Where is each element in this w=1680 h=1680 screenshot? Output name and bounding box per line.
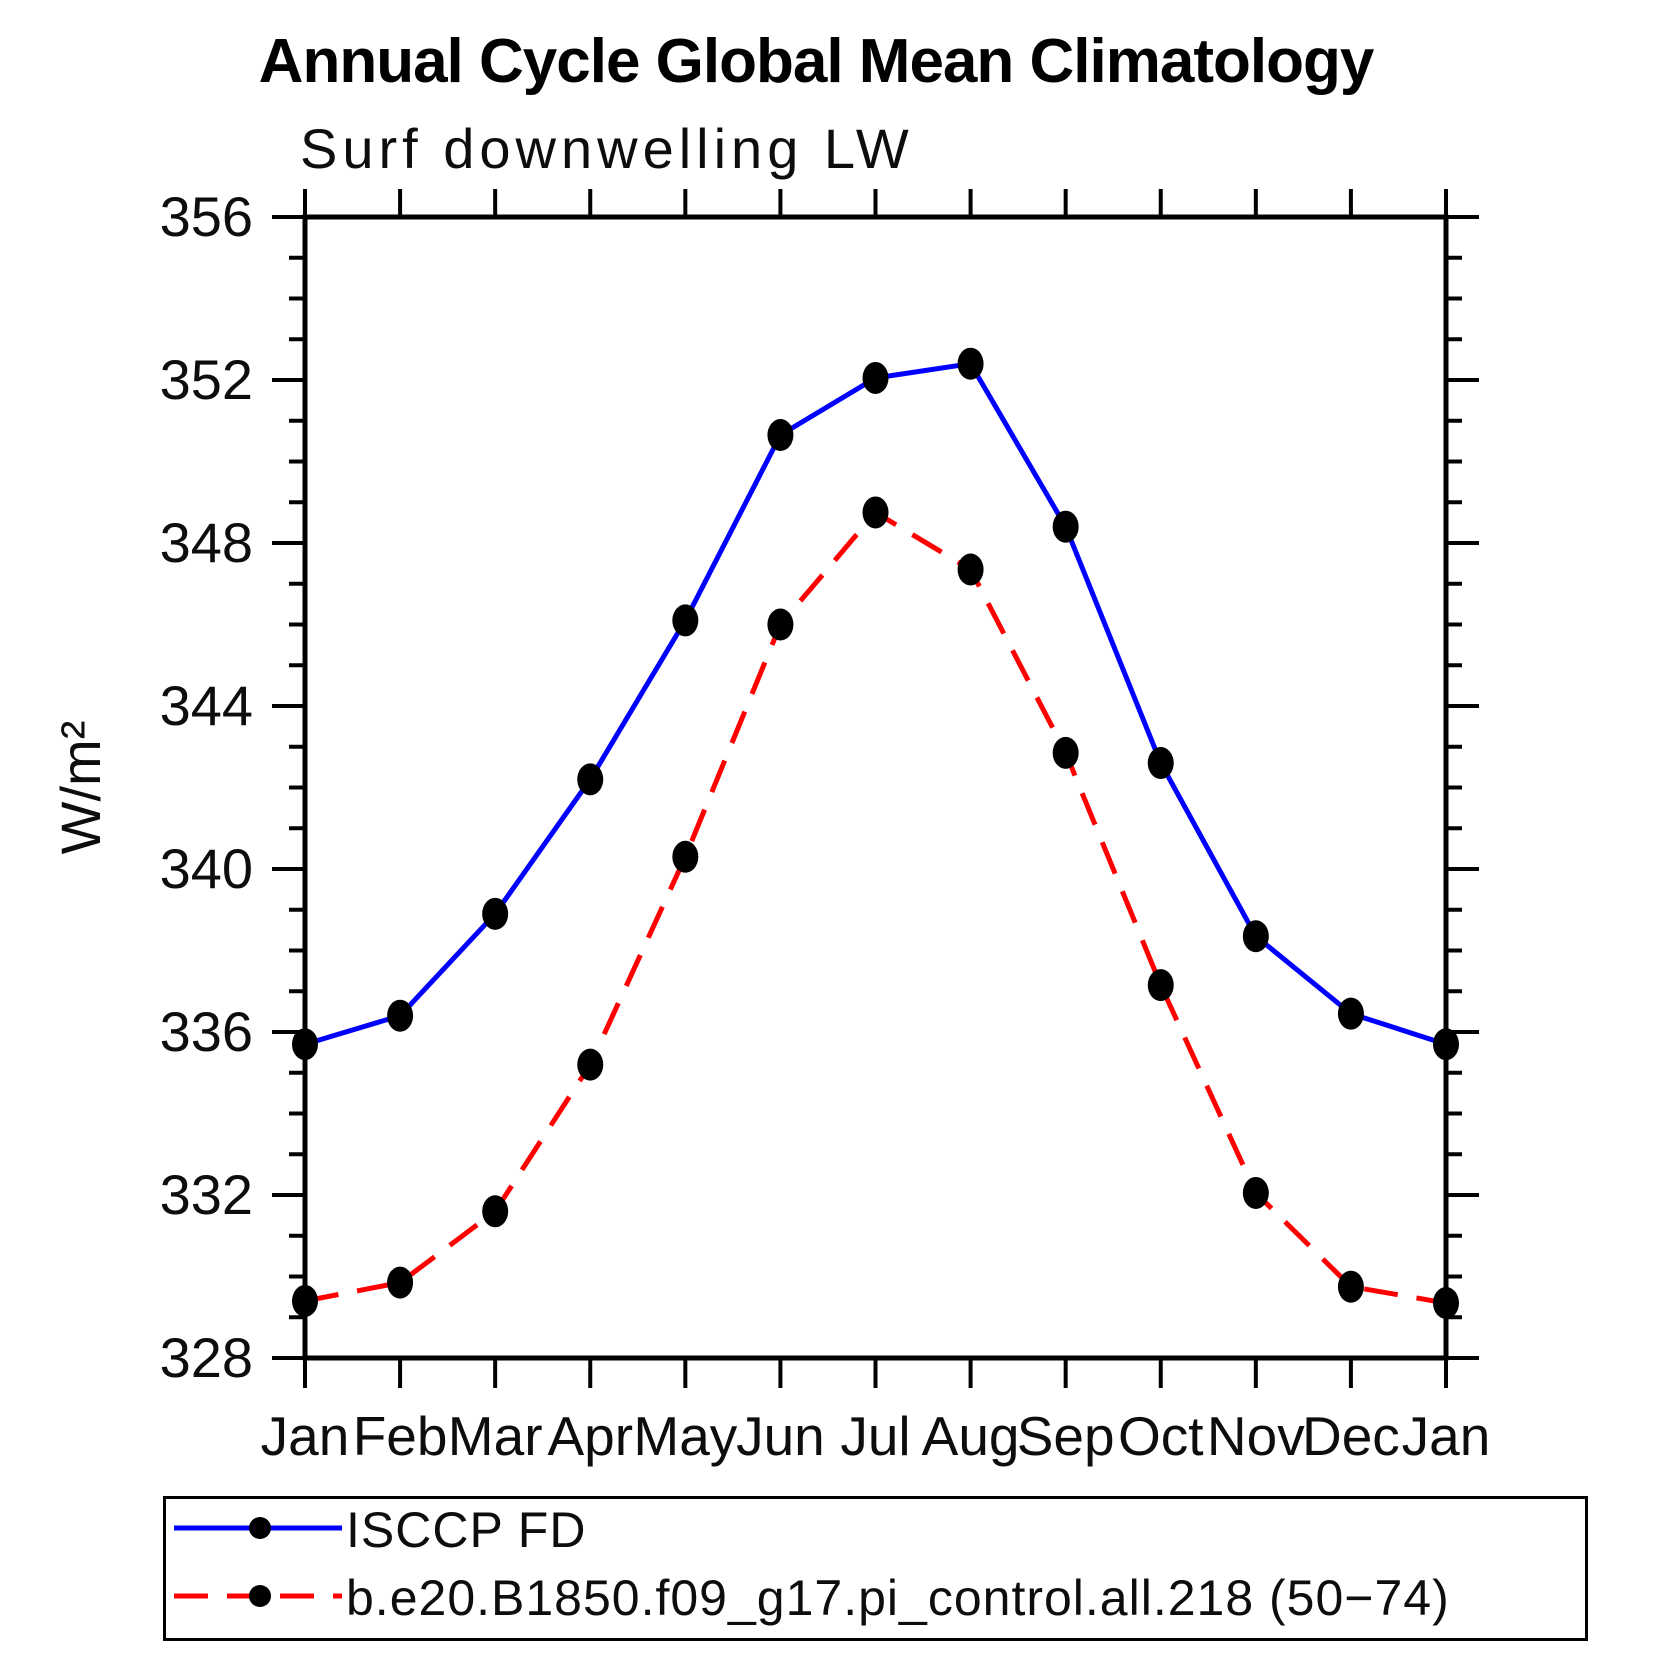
x-tick-label: Oct [1118, 1405, 1204, 1467]
legend-line-sample-solid [172, 1508, 344, 1553]
data-point-marker [482, 1195, 509, 1228]
legend-sample-svg [174, 1584, 342, 1607]
x-tick-label: Jan [1402, 1405, 1491, 1467]
series-line-1 [304, 509, 1447, 1306]
data-point-marker [1337, 997, 1364, 1030]
y-tick-label: 332 [160, 1163, 253, 1226]
legend-line-sample-dashed [172, 1576, 344, 1621]
data-point-marker [1147, 747, 1174, 780]
chart-title: Annual Cycle Global Mean Climatology [258, 27, 1375, 96]
legend: ISCCP FD b.e20.B1850.f09_g17.pi_control.… [163, 1496, 1588, 1641]
data-point-marker [672, 840, 699, 873]
legend-sample-marker [249, 1516, 271, 1539]
x-tick-label: Jul [840, 1405, 910, 1467]
x-tick-label: Apr [547, 1405, 633, 1467]
data-point-marker [957, 347, 984, 380]
legend-entry-isccp: ISCCP FD [172, 1502, 586, 1558]
data-point-marker [292, 1028, 318, 1061]
data-point-marker [862, 496, 889, 529]
series-line-0 [304, 360, 1447, 1047]
y-tick-label: 336 [160, 1000, 253, 1063]
data-point-marker [1052, 736, 1079, 769]
data-point-marker [862, 361, 889, 394]
legend-sample-svg [174, 1516, 342, 1539]
x-tick-label: Mar [448, 1405, 543, 1467]
data-point-marker [387, 1266, 414, 1299]
y-tick-label: 344 [160, 674, 253, 737]
data-point-marker [292, 1284, 318, 1317]
x-tick-label: May [633, 1405, 737, 1467]
data-point-marker [387, 999, 414, 1032]
data-point-marker [1242, 920, 1269, 953]
data-point-marker [577, 1048, 604, 1081]
data-point-marker [1242, 1176, 1269, 1209]
y-tick-label: 356 [160, 185, 253, 248]
y-axis-title: W/m² [49, 721, 112, 855]
y-tick-label: 340 [160, 837, 253, 900]
x-tick-label: Sep [1017, 1405, 1115, 1467]
legend-entry-model: b.e20.B1850.f09_g17.pi_control.all.218 (… [172, 1570, 1450, 1626]
y-tick-label: 348 [160, 511, 253, 574]
x-tick-label: Dec [1302, 1405, 1400, 1467]
data-point-marker [1337, 1270, 1364, 1303]
data-point-marker [767, 608, 794, 641]
data-point-marker [767, 419, 794, 452]
chart-subtitle: Surf downwelling LW [300, 117, 914, 180]
data-point-marker [482, 897, 509, 930]
x-tick-label: Aug [922, 1405, 1020, 1467]
legend-sample-marker [249, 1584, 271, 1607]
data-point-marker [957, 553, 984, 586]
legend-label: ISCCP FD [346, 1502, 587, 1558]
data-point-marker [672, 604, 699, 637]
x-tick-label: Nov [1207, 1405, 1305, 1467]
data-point-marker [1433, 1286, 1459, 1319]
x-tick-label: Feb [353, 1405, 448, 1467]
data-point-marker [1052, 510, 1079, 543]
data-point-marker [577, 763, 604, 796]
data-point-marker [1147, 969, 1174, 1002]
y-tick-label: 352 [160, 348, 253, 411]
y-tick-label: 328 [160, 1326, 253, 1389]
x-tick-label: Jan [261, 1405, 350, 1467]
data-point-marker [1433, 1028, 1459, 1061]
x-tick-label: Jun [736, 1405, 825, 1467]
legend-label: b.e20.B1850.f09_g17.pi_control.all.218 (… [346, 1570, 1450, 1626]
